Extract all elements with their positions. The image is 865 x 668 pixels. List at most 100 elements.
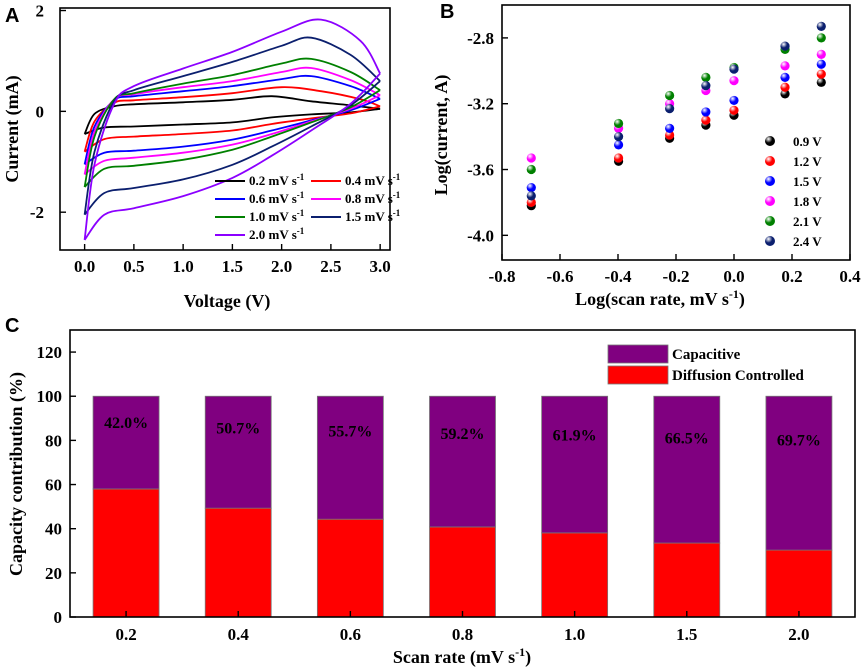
x-tick-label: 0.6 <box>340 625 361 644</box>
bar-diffusion-0 <box>92 488 160 618</box>
legend-label-5: 1.5 mV s-1 <box>345 208 401 224</box>
x-tick-label: -0.2 <box>663 267 690 286</box>
panel-letter-a: A <box>5 5 19 27</box>
legend-label-2: 0.6 mV s-1 <box>249 190 305 206</box>
legend-marker-3 <box>765 196 775 206</box>
y-tick-label: -2 <box>30 203 44 222</box>
scatter-point-2-2 <box>665 123 675 133</box>
panel-c-ylabel: Capacity contribution (%) <box>6 372 27 576</box>
bar-label-5: 66.5% <box>665 430 709 447</box>
legend-label-0: 0.9 V <box>793 134 822 149</box>
panel-c-legend: Capacitive Diffusion Controlled <box>607 344 804 385</box>
bar-label-3: 59.2% <box>441 426 485 443</box>
scatter-point-5-0 <box>526 191 536 201</box>
scatter-point-1-2 <box>665 130 675 140</box>
scatter-point-5-3 <box>701 81 711 91</box>
bar-label-1: 50.7% <box>216 421 260 438</box>
x-tick-label: 0.4 <box>228 625 250 644</box>
y-tick-label: -3.6 <box>467 161 494 180</box>
y-tick-label: -3.2 <box>467 95 494 114</box>
bar-capacitive-0 <box>92 395 160 490</box>
x-tick-label: 3.0 <box>370 257 391 276</box>
bar-capacitive-1 <box>204 395 272 509</box>
scatter-point-3-4 <box>729 76 739 86</box>
bar-diffusion-3 <box>429 526 496 618</box>
y-tick-label: 60 <box>45 476 62 495</box>
bar-label-2: 55.7% <box>328 424 372 441</box>
legend-label-0: 0.2 mV s-1 <box>249 172 305 188</box>
cv-curve-anodic-4 <box>83 57 381 188</box>
bar-diffusion-4 <box>541 532 609 618</box>
panel-b-legend: 0.9 V 1.2 V 1.5 V 1.8 V 2.1 V 2.4 V <box>765 134 822 249</box>
legend-swatch-diffusion <box>607 365 669 385</box>
x-tick-label: 1.0 <box>173 257 194 276</box>
panel-a-frame <box>59 7 391 251</box>
scatter-point-0-6 <box>816 77 826 87</box>
legend-marker-5 <box>765 236 775 246</box>
legend-label-3: 0.8 mV s-1 <box>345 190 401 206</box>
stacked-bars: 42.0% 50.7% 55.7% 59.2% 61.9% 66.5% 69.7% <box>92 395 833 618</box>
panel-a-ticks: 0.0 0.5 1.0 1.5 2.0 2.5 3.0 -2 0 2 <box>30 2 391 276</box>
bar-diffusion-2 <box>316 518 384 618</box>
legend-label-2: 1.5 V <box>793 174 822 189</box>
scatter-point-4-3 <box>701 72 711 82</box>
bar-diffusion-5 <box>653 542 721 618</box>
scatter-point-1-0 <box>526 197 536 208</box>
bar-diffusion-6 <box>765 549 833 618</box>
scatter-point-4-6 <box>816 33 826 43</box>
bar-label-4: 61.9% <box>553 427 597 444</box>
x-tick-label: 0.8 <box>452 625 473 644</box>
legend-label-1: 0.4 mV s-1 <box>345 172 401 188</box>
scatter-point-1-3 <box>701 115 711 125</box>
legend-label-3: 1.8 V <box>793 194 822 209</box>
scatter-point-3-6 <box>816 49 826 59</box>
cv-curves <box>83 18 381 241</box>
legend-label-1: 1.2 V <box>793 154 822 169</box>
y-tick-label: 100 <box>37 387 63 406</box>
scatter-point-2-1 <box>613 140 624 150</box>
scatter-point-2-4 <box>729 95 739 106</box>
panel-b-ticks: -0.8 -0.6 -0.4 -0.2 0.0 0.2 0.4 -2.8 -3.2 -3.6 -4.… <box>467 29 861 286</box>
legend-swatch-capacitive <box>607 344 669 364</box>
panel-b-ylabel: Log(current, A) <box>431 75 452 196</box>
bar-capacitive-3 <box>429 395 496 528</box>
y-tick-label: 80 <box>45 431 62 450</box>
bar-label-6: 69.7% <box>777 432 821 449</box>
x-tick-label: 0.0 <box>723 267 744 286</box>
y-tick-label: 0 <box>36 102 45 121</box>
cv-curve-cathodic-3 <box>84 94 381 176</box>
scatter-point-3-5 <box>780 61 790 71</box>
legend-label-4: 1.0 mV s-1 <box>249 208 305 224</box>
x-tick-label: 0.2 <box>781 267 802 286</box>
cv-curve-cathodic-2 <box>84 97 381 166</box>
x-tick-label: 0.2 <box>115 625 136 644</box>
scatter-point-2-5 <box>780 72 790 82</box>
x-tick-label: 1.0 <box>564 625 585 644</box>
x-tick-label: 0.5 <box>123 257 144 276</box>
scatter-point-5-4 <box>729 64 739 74</box>
cv-curve-anodic-6 <box>83 18 381 241</box>
y-tick-label: -4.0 <box>467 226 494 245</box>
x-tick-label: 1.5 <box>222 257 243 276</box>
panel-c-xlabel: Scan rate (mV s-1) <box>393 645 531 668</box>
scatter-point-2-6 <box>816 59 826 69</box>
y-tick-label: 0 <box>54 608 63 627</box>
bar-capacitive-4 <box>541 395 609 534</box>
scatter-point-1-1 <box>613 153 624 163</box>
scatter-point-1-4 <box>729 105 739 115</box>
scatter-point-0-5 <box>780 89 790 99</box>
scatter-point-3-0 <box>526 153 536 163</box>
x-tick-label: 2.0 <box>271 257 292 276</box>
y-tick-label: 120 <box>37 343 63 362</box>
legend-label-diffusion: Diffusion Controlled <box>672 368 804 384</box>
x-tick-label: 0.0 <box>74 257 95 276</box>
bar-capacitive-6 <box>765 395 833 551</box>
y-tick-label: 2 <box>36 2 45 21</box>
legend-marker-1 <box>765 156 775 166</box>
legend-marker-4 <box>765 216 775 226</box>
cv-curve-anodic-5 <box>83 36 381 215</box>
scatter-point-1-6 <box>816 69 826 79</box>
x-tick-label: 2.5 <box>320 257 341 276</box>
x-tick-label: -0.4 <box>605 267 632 286</box>
bar-capacitive-5 <box>653 395 721 544</box>
